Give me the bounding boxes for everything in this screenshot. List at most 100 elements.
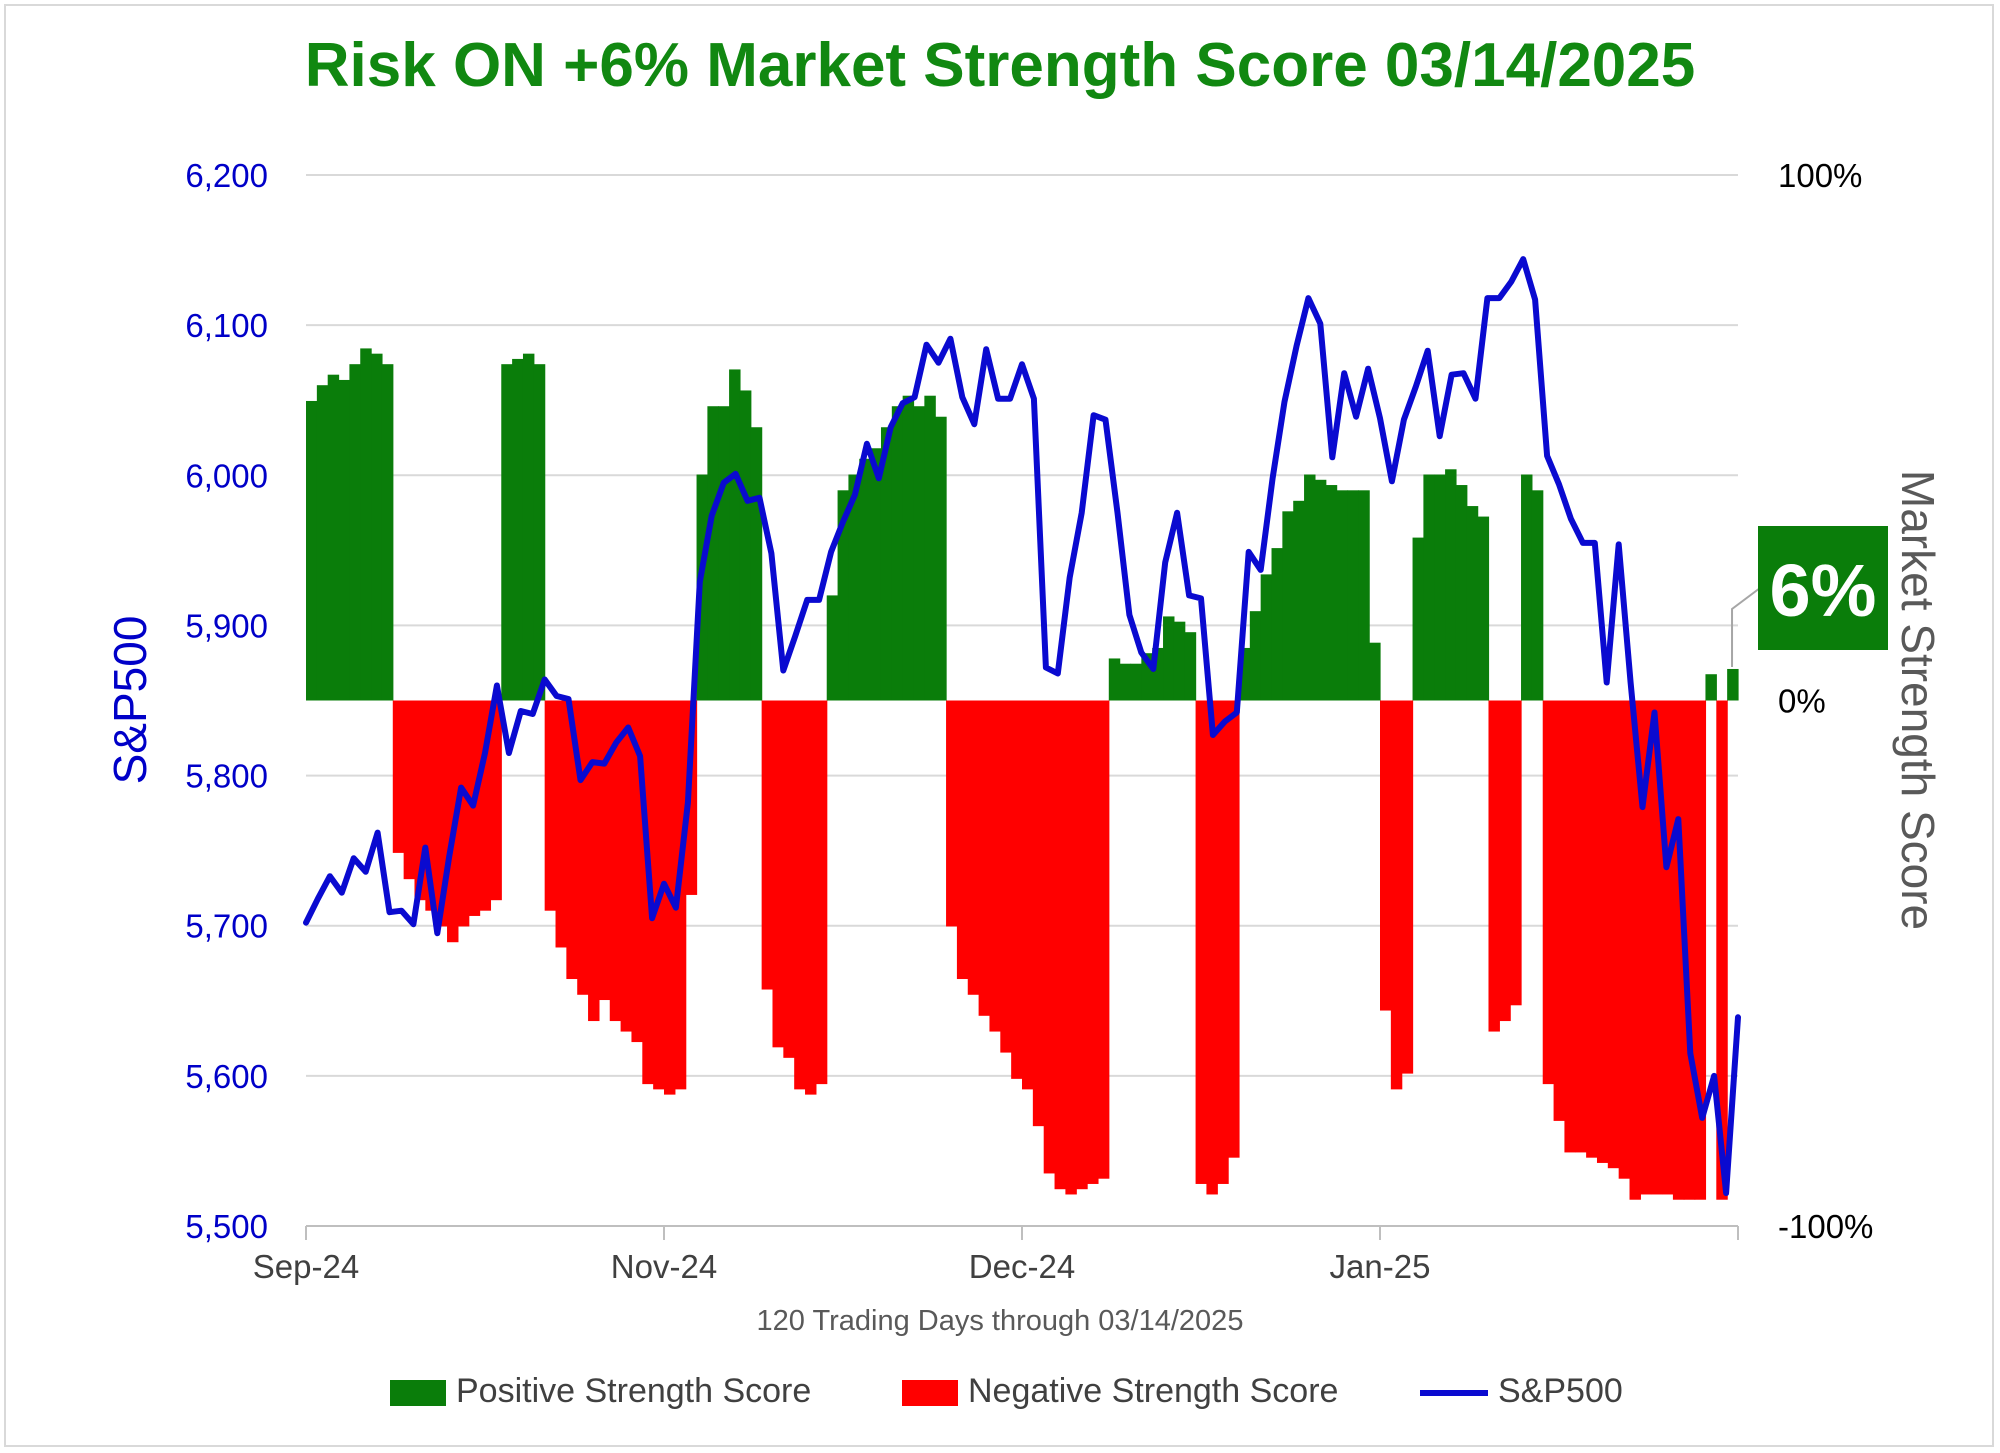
negative-bar (403, 700, 416, 880)
negative-bar (978, 700, 991, 1016)
negative-bar (1662, 700, 1674, 1195)
x-tick-label: Jan-25 (1330, 1248, 1431, 1285)
positive-bar (1412, 537, 1424, 701)
negative-bar (1022, 700, 1034, 1090)
strength-bars (306, 348, 1739, 1200)
positive-bar (1249, 611, 1262, 701)
positive-bar (1271, 548, 1283, 701)
positive-bar (1434, 474, 1446, 701)
negative-bar (1087, 700, 1099, 1184)
legend-negative-swatch (902, 1380, 958, 1407)
negative-bar (1380, 700, 1392, 1011)
y-tick-left: 5,500 (185, 1208, 268, 1245)
positive-bar (1304, 474, 1316, 701)
axes: 6,200 6,100 6,000 5,900 5,800 5,700 5,600 5,500… (104, 157, 1944, 1337)
positive-bar (707, 406, 719, 701)
positive-bar (848, 474, 860, 701)
positive-bar (935, 416, 947, 701)
negative-bar (479, 700, 492, 911)
positive-bar (826, 595, 839, 701)
positive-bar (533, 364, 546, 701)
positive-bar (349, 364, 361, 701)
legend: Positive Strength Score Negative Strengt… (0, 1366, 2000, 1416)
y-tick-left: 5,700 (185, 908, 268, 945)
negative-bar (989, 700, 1001, 1032)
negative-bar (1054, 700, 1066, 1190)
negative-bar (631, 700, 643, 1043)
negative-bar (815, 700, 828, 1085)
legend-line-label: S&P500 (1498, 1372, 1623, 1410)
positive-bar (381, 364, 394, 701)
y-tick-right: 0% (1778, 683, 1826, 720)
spx-line (303, 256, 1741, 1196)
negative-bar (1575, 700, 1587, 1153)
positive-bar (1466, 506, 1479, 701)
negative-bar (805, 700, 817, 1095)
chart-title: Risk ON +6% Market Strength Score 03/14/… (304, 31, 1696, 100)
negative-bar (1586, 700, 1598, 1158)
negative-bar (1542, 700, 1555, 1085)
negative-bar (1672, 700, 1685, 1200)
negative-bar (1011, 700, 1023, 1079)
negative-bar (1683, 700, 1696, 1200)
negative-bar (1629, 700, 1641, 1200)
y-tick-left: 5,900 (185, 607, 268, 644)
negative-bar (1401, 700, 1414, 1074)
positive-bar (859, 458, 871, 701)
positive-bar (1521, 474, 1533, 701)
negative-bar (1390, 700, 1403, 1090)
positive-bar (522, 353, 535, 701)
negative-bar (1097, 700, 1110, 1179)
positive-bar (837, 490, 850, 701)
negative-bar (1195, 700, 1208, 1184)
negative-bar (783, 700, 795, 1058)
positive-bar (1347, 490, 1359, 701)
positive-bar (718, 406, 730, 701)
negative-bar (1618, 700, 1631, 1179)
negative-bar (674, 700, 687, 1090)
positive-bar (1358, 490, 1370, 701)
positive-bar (902, 395, 915, 701)
positive-bar (1423, 474, 1435, 701)
y-axis-title-right: Market Strength Score (1892, 470, 1944, 930)
negative-bar (967, 700, 980, 995)
score-callout: 6% (1731, 526, 1888, 667)
negative-bar (566, 700, 578, 980)
negative-bar (1564, 700, 1576, 1153)
negative-bar (1716, 700, 1728, 1200)
positive-bar (1260, 574, 1273, 701)
negative-bar (946, 700, 958, 927)
positive-bar (1477, 516, 1490, 701)
y-tick-left: 6,100 (185, 307, 268, 344)
positive-bar (1119, 663, 1132, 701)
positive-bar (1314, 479, 1327, 701)
positive-bar (1336, 490, 1349, 701)
positive-bar (371, 353, 383, 701)
positive-bar (870, 448, 882, 701)
positive-bar (1184, 632, 1197, 701)
x-tick-label: Sep-24 (253, 1248, 359, 1285)
x-tick-label: Nov-24 (611, 1248, 717, 1285)
positive-bar (739, 390, 752, 701)
positive-bar (1445, 469, 1457, 701)
negative-bar (414, 700, 426, 901)
legend-line-swatch (1420, 1390, 1488, 1397)
legend-positive-label: Positive Strength Score (456, 1372, 812, 1410)
negative-bar (1640, 700, 1652, 1195)
positive-bar (1531, 490, 1544, 701)
positive-bar (1141, 653, 1153, 701)
y-tick-left: 6,000 (185, 457, 268, 494)
x-axis-title: 120 Trading Days through 03/14/2025 (757, 1305, 1244, 1337)
negative-bar (425, 700, 437, 911)
negative-bar (1043, 700, 1056, 1174)
negative-bar (1596, 700, 1609, 1163)
negative-bar (1032, 700, 1045, 1127)
positive-bar (913, 406, 925, 701)
positive-bar (750, 427, 763, 701)
positive-bar (1152, 647, 1164, 701)
legend-line: S&P500 (1420, 1366, 1623, 1416)
positive-bar (1705, 674, 1717, 701)
negative-bar (392, 700, 405, 853)
negative-bar (544, 700, 557, 911)
